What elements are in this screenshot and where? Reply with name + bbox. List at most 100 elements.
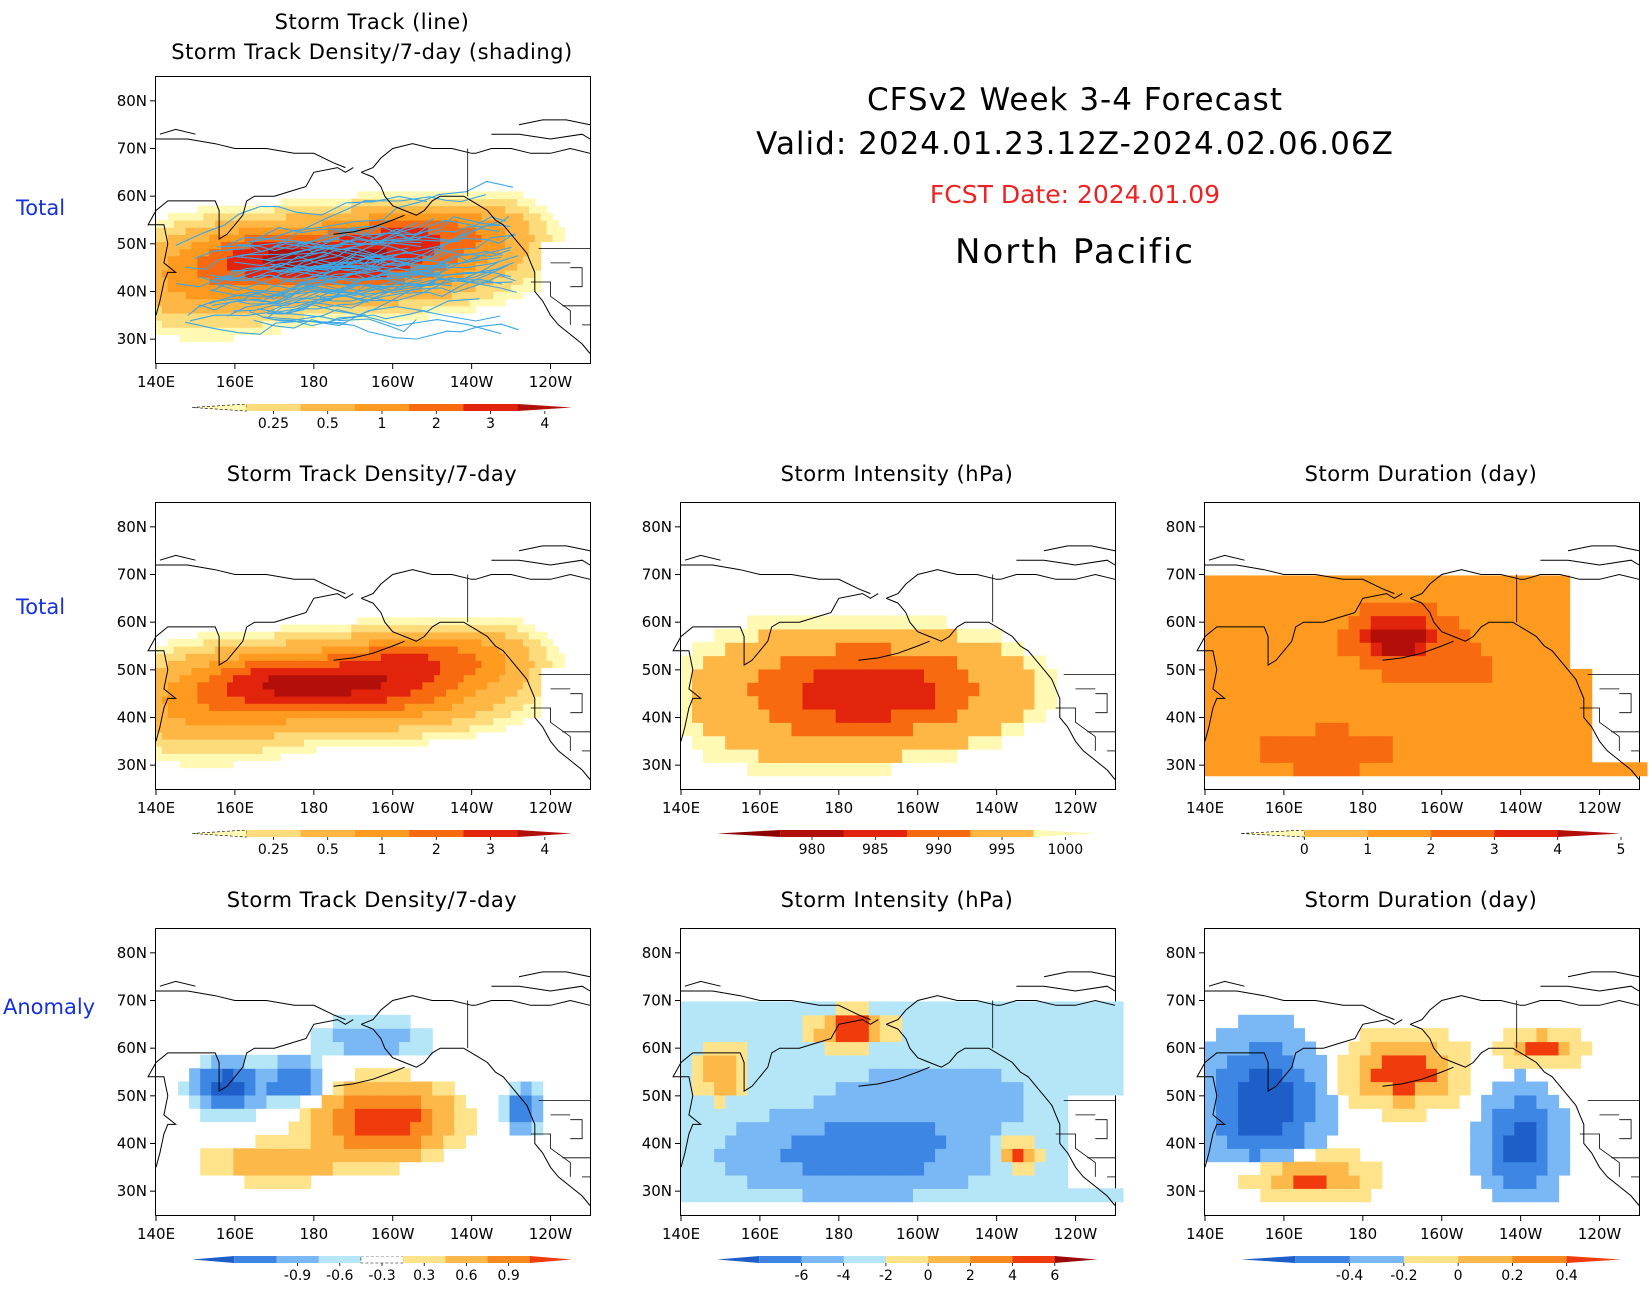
lon-tick-label: 160W (371, 1225, 415, 1243)
map-canvas: 80N 70N 60N 50N 40N 30N 140E 160E 180 160W 140W 120… (117, 518, 591, 817)
colorbar-tick-label: -0.3 (368, 1268, 395, 1284)
colorbar-tick-label: 1 (378, 842, 387, 858)
map-frame: 80N 70N 60N 50N 40N 30N 140E 160E 180 160W 140W 120… (117, 502, 591, 817)
lat-tick-label: 80N (117, 944, 147, 962)
colorbar-tick-label: 0.2 (1501, 1268, 1523, 1284)
map-canvas: 80N 70N 60N 50N 40N 30N 140E 160E 180 160W 140W 120… (1166, 518, 1648, 817)
lon-tick-label: 120W (529, 373, 573, 391)
colorbar-tick-label: 5 (1617, 842, 1626, 858)
storm-track-lines (175, 180, 519, 340)
row-label-total-middle: Total (16, 595, 66, 619)
lat-tick-label: 80N (1166, 944, 1196, 962)
map-frame: 80N 70N 60N 50N 40N 30N 140E 160E 180 160W 140W 120… (1166, 502, 1648, 817)
lat-tick-label: 60N (1166, 613, 1196, 631)
lat-tick-label: 40N (1166, 709, 1196, 727)
map-frame: 80N 70N 60N 50N 40N 30N 140E 160E 180 160W 140W 120… (642, 502, 1116, 817)
lat-tick-label: 30N (642, 756, 672, 774)
colorbar-tick-label: -0.9 (284, 1268, 311, 1284)
lon-tick-label: 180 (299, 799, 328, 817)
lat-tick-label: 50N (642, 1087, 672, 1105)
shading-layer (156, 617, 565, 769)
lat-tick-label: 50N (1166, 661, 1196, 679)
lon-tick-label: 140E (137, 799, 175, 817)
lat-tick-label: 50N (117, 1087, 147, 1105)
lat-tick-label: 80N (117, 92, 147, 110)
colorbar-tick-label: 4 (540, 842, 549, 858)
lon-tick-label: 180 (824, 1225, 853, 1243)
lat-tick-label: 40N (1166, 1135, 1196, 1153)
colorbar-tick-label: 2 (966, 1268, 975, 1284)
lat-tick-label: 30N (117, 330, 147, 348)
colorbar-tick-label: 0 (1454, 1268, 1463, 1284)
colorbar-tick-label: -2 (879, 1268, 893, 1284)
lat-tick-label: 70N (642, 566, 672, 584)
colorbar-tick-label: 0.6 (455, 1268, 477, 1284)
panel-title: Storm Intensity (hPa) (780, 888, 1014, 912)
colorbar-tick-label: 0.3 (413, 1268, 435, 1284)
lon-tick-label: 120W (1578, 799, 1622, 817)
lon-tick-label: 180 (299, 1225, 328, 1243)
map-canvas: 80N 70N 60N 50N 40N 30N 140E 160E 180 160W 140W 120… (117, 944, 591, 1243)
shading-layer (681, 615, 1058, 777)
lon-tick-label: 160E (1265, 1225, 1303, 1243)
lon-tick-label: 180 (1348, 799, 1377, 817)
lat-tick-label: 70N (642, 992, 672, 1010)
colorbar-tick-label: 3 (486, 842, 495, 858)
lon-tick-label: 140W (450, 799, 494, 817)
colorbar: -0.9 -0.6 -0.3 0.3 0.6 0.9 (192, 1255, 602, 1294)
lon-tick-label: 140E (1186, 799, 1224, 817)
lon-tick-label: 180 (1348, 1225, 1377, 1243)
lat-tick-label: 80N (642, 944, 672, 962)
colorbar-tick-label: 0.25 (258, 416, 289, 432)
lon-tick-label: 160W (896, 1225, 940, 1243)
lat-tick-label: 50N (117, 235, 147, 253)
colorbar: 980 985 990 995 1000 (717, 830, 1127, 868)
lon-tick-label: 140W (450, 373, 494, 391)
lon-tick-label: 160W (371, 799, 415, 817)
coastlines (1196, 545, 1640, 780)
colorbar-tick-label: 2 (432, 842, 441, 858)
lon-tick-label: 160W (896, 799, 940, 817)
coastlines (672, 971, 1116, 1206)
lon-tick-label: 120W (1054, 799, 1098, 817)
colorbar-tick-label: 2 (432, 416, 441, 432)
panel-subtitle: Storm Track Density/7-day (shading) (171, 40, 573, 64)
lat-tick-label: 70N (117, 992, 147, 1010)
shading-layer (1205, 575, 1648, 777)
map-canvas: 80N 70N 60N 50N 40N 30N 140E 160E 180 160W 140W 120… (117, 92, 591, 391)
colorbar-tick-label: 980 (799, 842, 826, 858)
colorbar-tick-label: -0.4 (1336, 1268, 1363, 1284)
colorbar-tick-label: 4 (540, 416, 549, 432)
colorbar-tick-label: 985 (862, 842, 889, 858)
colorbar: -0.4 -0.2 0 0.2 0.4 (1241, 1256, 1650, 1294)
map-frame: 80N 70N 60N 50N 40N 30N 140E 160E 180 160W 140W 120… (117, 76, 591, 391)
colorbar-tick-label: -4 (837, 1268, 851, 1284)
lon-tick-label: 180 (824, 799, 853, 817)
lon-tick-label: 140E (137, 373, 175, 391)
coastlines (147, 545, 591, 780)
lat-tick-label: 60N (642, 613, 672, 631)
lat-tick-label: 50N (642, 661, 672, 679)
colorbar-tick-label: 0.5 (317, 416, 339, 432)
map-canvas: 80N 70N 60N 50N 40N 30N 140E 160E 180 160W 140W 120… (642, 944, 1124, 1243)
colorbar-tick-label: 0.25 (258, 842, 289, 858)
lat-tick-label: 40N (117, 1135, 147, 1153)
colorbar-tick-label: 0.4 (1556, 1268, 1578, 1284)
lat-tick-label: 30N (1166, 1182, 1196, 1200)
lon-tick-label: 180 (299, 373, 328, 391)
lon-tick-label: 160E (216, 373, 254, 391)
lon-tick-label: 140W (1499, 799, 1543, 817)
lat-tick-label: 80N (1166, 518, 1196, 536)
row-label-total-top: Total (16, 196, 66, 220)
lon-tick-label: 160E (741, 799, 779, 817)
forecast-title: CFSv2 Week 3-4 Forecast (867, 82, 1283, 118)
colorbar-tick-label: -0.2 (1390, 1268, 1417, 1284)
shading-layer (1205, 1014, 1593, 1203)
colorbar-tick-label: 1 (1363, 842, 1372, 858)
colorbar-tick-label: 995 (989, 842, 1016, 858)
panel-title: Storm Track Density/7-day (226, 462, 518, 486)
lat-tick-label: 30N (642, 1182, 672, 1200)
shading-layer (178, 1014, 544, 1189)
row-label-anomaly: Anomaly (3, 995, 96, 1019)
lon-tick-label: 120W (529, 799, 573, 817)
